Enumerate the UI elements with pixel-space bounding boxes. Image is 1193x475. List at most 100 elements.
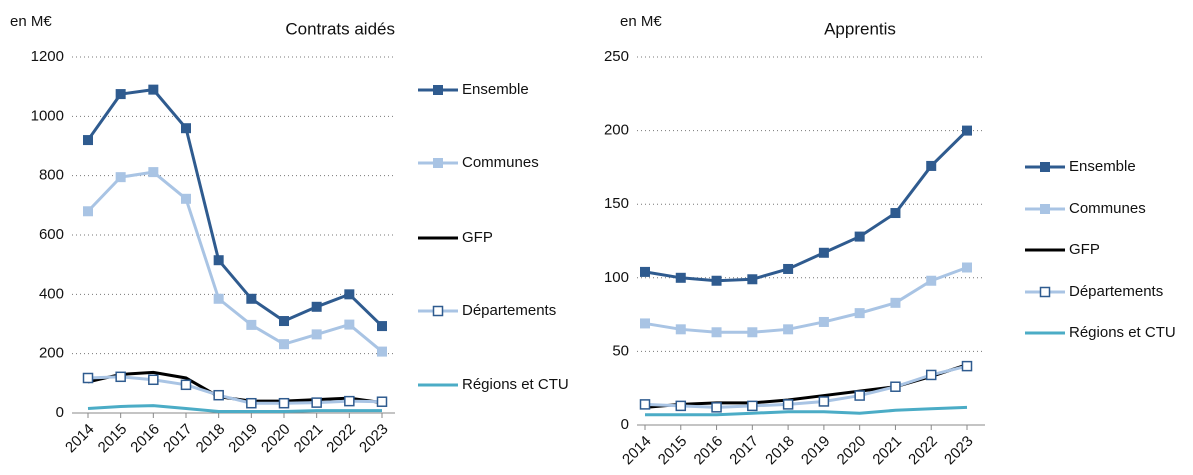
x-tick-label: 2019 — [798, 433, 834, 469]
y-axis-label: en M€ — [620, 13, 662, 30]
marker — [246, 293, 257, 304]
x-tick-label: 2021 — [869, 433, 905, 469]
y-tick-label: 100 — [604, 269, 629, 286]
marker — [711, 275, 722, 286]
marker — [181, 123, 191, 134]
x-tick-label: 2016 — [127, 421, 163, 457]
series — [83, 167, 387, 357]
x-tick-label: 2022 — [905, 433, 941, 469]
marker — [925, 369, 937, 381]
marker — [890, 297, 901, 308]
series — [82, 371, 388, 409]
x-tick-label: 2014 — [62, 421, 98, 457]
x-tick-label: 2021 — [291, 421, 327, 457]
x-tick-label: 2020 — [258, 421, 294, 457]
marker — [711, 327, 722, 338]
legend-marker — [1040, 162, 1050, 172]
marker — [279, 339, 289, 350]
y-tick-label: 600 — [39, 226, 64, 243]
marker — [890, 381, 901, 392]
y-tick-label: 250 — [604, 48, 629, 65]
series — [640, 125, 972, 286]
legend-marker — [432, 305, 444, 317]
marker — [278, 397, 290, 409]
marker — [213, 293, 224, 304]
marker — [818, 247, 829, 258]
y-tick-label: 150 — [604, 195, 629, 212]
marker — [962, 125, 972, 136]
series — [87, 404, 382, 414]
marker — [344, 319, 355, 330]
marker — [782, 399, 794, 410]
marker — [148, 374, 159, 386]
marker — [213, 255, 224, 266]
marker — [148, 84, 159, 95]
marker — [962, 262, 972, 273]
y-tick-label: 50 — [612, 342, 629, 359]
x-tick-label: 2019 — [225, 421, 261, 457]
chart-title: Apprentis — [824, 19, 896, 38]
series — [640, 262, 972, 338]
marker — [818, 396, 830, 407]
marker — [180, 379, 192, 391]
legend-label: Communes — [1069, 200, 1146, 217]
line — [644, 363, 968, 409]
marker — [82, 372, 94, 384]
marker — [639, 399, 651, 410]
legend-label: GFP — [1069, 241, 1100, 258]
x-tick-label: 2018 — [762, 433, 798, 469]
marker — [344, 289, 355, 300]
line — [87, 404, 382, 414]
marker — [115, 89, 126, 100]
y-tick-label: 400 — [39, 285, 64, 302]
legend-marker — [1039, 286, 1051, 298]
marker — [747, 327, 758, 338]
y-axis-label: en M€ — [10, 13, 52, 30]
marker — [747, 400, 758, 412]
marker — [311, 301, 322, 312]
x-tick-label: 2017 — [726, 433, 762, 469]
x-tick-label: 2022 — [323, 421, 359, 457]
marker — [818, 316, 829, 327]
marker — [711, 402, 722, 413]
y-tick-label: 1000 — [31, 107, 64, 124]
line — [644, 364, 968, 409]
marker — [377, 321, 387, 332]
legend-label: Régions et CTU — [462, 376, 569, 393]
y-tick-label: 0 — [56, 404, 64, 421]
y-tick-label: 200 — [39, 345, 64, 362]
legend-label: Régions et CTU — [1069, 324, 1176, 341]
marker — [115, 371, 126, 383]
x-tick-label: 2023 — [356, 421, 392, 457]
x-tick-label: 2018 — [193, 421, 229, 457]
legend-label: Communes — [462, 154, 539, 171]
marker — [148, 167, 159, 178]
marker — [376, 396, 388, 407]
marker — [675, 324, 686, 335]
marker — [213, 389, 224, 401]
legend-marker — [433, 158, 443, 168]
marker — [854, 390, 865, 401]
series — [83, 84, 387, 332]
x-tick-label: 2014 — [619, 433, 655, 469]
y-tick-label: 0 — [621, 416, 629, 433]
marker — [115, 172, 126, 183]
marker — [311, 329, 322, 340]
marker — [854, 231, 865, 242]
line — [645, 405, 968, 417]
legend-label: GFP — [462, 229, 493, 246]
line — [86, 88, 384, 328]
marker — [675, 400, 687, 412]
x-tick-label: 2015 — [655, 433, 691, 469]
y-tick-label: 200 — [604, 122, 629, 139]
x-tick-label: 2020 — [834, 433, 870, 469]
y-tick-label: 800 — [39, 167, 64, 184]
x-tick-label: 2016 — [691, 433, 727, 469]
marker — [675, 272, 686, 283]
marker — [926, 275, 937, 286]
marker — [344, 395, 355, 407]
marker — [246, 319, 257, 330]
marker — [783, 324, 794, 335]
y-tick-label: 1200 — [31, 48, 64, 65]
legend-label: Ensemble — [462, 81, 529, 98]
